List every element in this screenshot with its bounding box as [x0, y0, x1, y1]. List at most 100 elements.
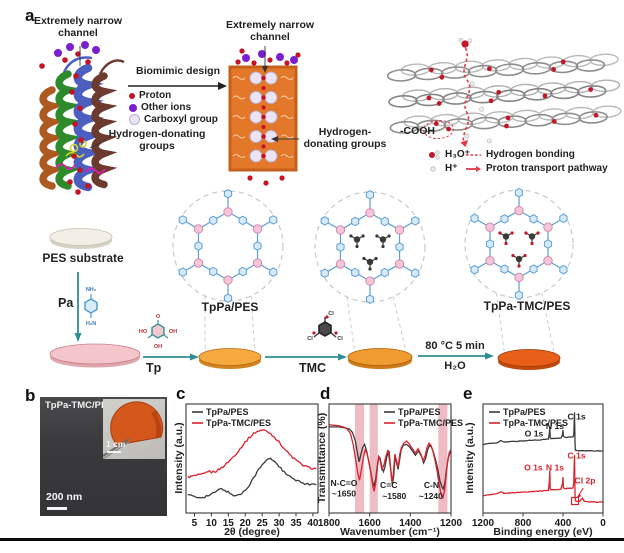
figure-bottom-rule [0, 538, 624, 541]
xps-marker-square [570, 496, 580, 506]
legend-hplus-label: H⁺ [445, 163, 458, 174]
xps-xtick: 400 [555, 518, 572, 529]
xps-xlabel: Binding energy (eV) [493, 526, 593, 538]
tp-molecule: O HO OH OH [139, 314, 177, 350]
tppa-tmc-pes-label: TpPa-TMC/PES [483, 299, 571, 313]
legend-h3o-label: H₃O⁺ [445, 149, 470, 160]
xrd-xtick: 20 [240, 518, 252, 529]
panel-label-b: b [25, 386, 36, 405]
sem-image: TpPa-TMC/PES 1 cm 200 nm [40, 397, 167, 516]
ftir-xtick: 1200 [440, 518, 463, 529]
legend-proton: Proton [129, 90, 218, 101]
legend-hbond-label: Hydrogen bonding [486, 149, 575, 160]
ftir-legend-0: TpPa/PES [398, 407, 441, 417]
pes-substrate-label: PES substrate [42, 251, 124, 265]
legend-carboxyl: Carboxyl group [129, 114, 218, 125]
xrd-legend-1: TpPa-TMC/PES [206, 418, 271, 428]
xrd-series-0 [187, 457, 317, 499]
tmc-cl-label-3: Cl [337, 336, 343, 342]
xrd-xtick: 30 [274, 518, 286, 529]
pa-nh2-bottom: H₂N [86, 321, 96, 327]
tp-o-label: O [156, 314, 161, 320]
hydrogen-bond-icon [466, 153, 481, 156]
xps-annotation: N 1s [546, 462, 564, 472]
tp-oh-right-label: OH [169, 329, 177, 335]
xps-annotation: Cl 2p [574, 476, 595, 486]
particle-legend: Proton Other ions Carboxyl group [129, 90, 218, 126]
xps-series-0 [482, 412, 604, 452]
tp-label: Tp [146, 361, 162, 375]
xrd-xtick: 5 [192, 518, 198, 529]
xps-legend-0: TpPa/PES [503, 407, 546, 417]
hdg-label-left: Hydrogen-donating groups [108, 128, 206, 152]
tmc-cl-label-1: Cl [328, 311, 334, 317]
ftir-annotation: C-N [424, 480, 439, 490]
carboxyl-icon [129, 114, 140, 125]
xrd-xtick: 15 [223, 518, 235, 529]
xps-annotation: O 1s [525, 429, 544, 439]
xrd-xlabel: 2θ (degree) [224, 526, 280, 538]
panel-label-d: d [320, 384, 331, 403]
ftir-annotation: ~1240 [419, 491, 443, 501]
hydronium-icon [429, 149, 440, 160]
biomimic-design-label: Biomimic design [135, 65, 220, 77]
membrane-photo-art [102, 401, 164, 460]
tmc-label: TMC [299, 361, 327, 375]
xrd-xtick: 35 [290, 518, 302, 529]
condition-water-label: H₂O [444, 360, 466, 372]
proton-pathway-icon [466, 165, 481, 172]
legend-pathway-label: Proton transport pathway [486, 163, 608, 174]
ftir-xlabel: Wavenumber (cm⁻¹) [340, 526, 440, 538]
legend-h3o: H₃O⁺ [428, 149, 470, 160]
legend-hbond: Hydrogen bonding [466, 149, 608, 160]
ftir-xtick: 1800 [318, 518, 341, 529]
channel-label-protein: Extremely narrow channel [33, 15, 123, 39]
xrd-xtick: 25 [257, 518, 269, 529]
legend-other-ions: Other ions [129, 102, 218, 113]
xps-annotation: C 1s [568, 411, 586, 421]
xps-xtick: 800 [515, 518, 532, 529]
inset-scale-label: 1 cm [106, 439, 126, 449]
tppa-pes-label: TpPa/PES [201, 300, 259, 314]
other-ion-icon [129, 103, 137, 112]
xps-annotation: N 1s [546, 421, 564, 431]
ftir-xtick: 1600 [359, 518, 382, 529]
xps-annotation: O 1s [524, 462, 543, 472]
tp-oh-bottom-label: OH [154, 344, 162, 350]
xps-series-1 [482, 454, 604, 504]
legend-hplus: H⁺ [428, 163, 470, 174]
ftir-ylabel: Transmittance (%) [316, 412, 328, 504]
tmc-cl-label-2: Cl [307, 336, 313, 342]
tmc-molecule: Cl Cl Cl [307, 311, 343, 342]
ftir-annotation: ~1650 [332, 489, 356, 499]
xrd-series-1 [187, 429, 317, 479]
xps-legend-1: TpPa-TMC/PES [503, 418, 568, 428]
ftir-series-1 [328, 424, 452, 500]
ftir-annotation: ~1580 [382, 491, 406, 501]
legend-carboxyl-label: Carboxyl group [144, 114, 218, 125]
pa-label: Pa [58, 296, 74, 310]
xrd-ylabel: Intensity (a.u.) [173, 422, 185, 494]
hdg-label-right: Hydrogen-donating groups [303, 126, 387, 150]
xrd-legend-0: TpPa/PES [206, 407, 249, 417]
ftir-annotation: C=C [380, 480, 397, 490]
panel-label-a: a [25, 6, 35, 25]
membrane-photo-inset: 1 cm [102, 399, 165, 460]
pa-molecule: NH₂ H₂N [84, 287, 98, 327]
xps-ylabel: Intensity (a.u.) [464, 422, 476, 494]
inset-scale-bar [107, 451, 121, 453]
bonding-legend: Hydrogen bonding Proton transport pathwa… [466, 149, 608, 175]
proton-icon [129, 92, 135, 99]
proton-h-icon [430, 165, 436, 172]
legend-other-ions-label: Other ions [141, 102, 192, 113]
proton-legend: H₃O⁺ H⁺ [428, 149, 470, 175]
cooh-label: -COOH [400, 125, 435, 137]
sem-scale-bar [47, 507, 67, 510]
pa-nh2-top: NH₂ [86, 287, 97, 293]
legend-pathway: Proton transport pathway [466, 163, 608, 174]
xrd-xtick: 40 [307, 518, 319, 529]
ftir-annotation: N-C=O [331, 478, 358, 488]
xps-annotation: C 1s [568, 451, 586, 461]
